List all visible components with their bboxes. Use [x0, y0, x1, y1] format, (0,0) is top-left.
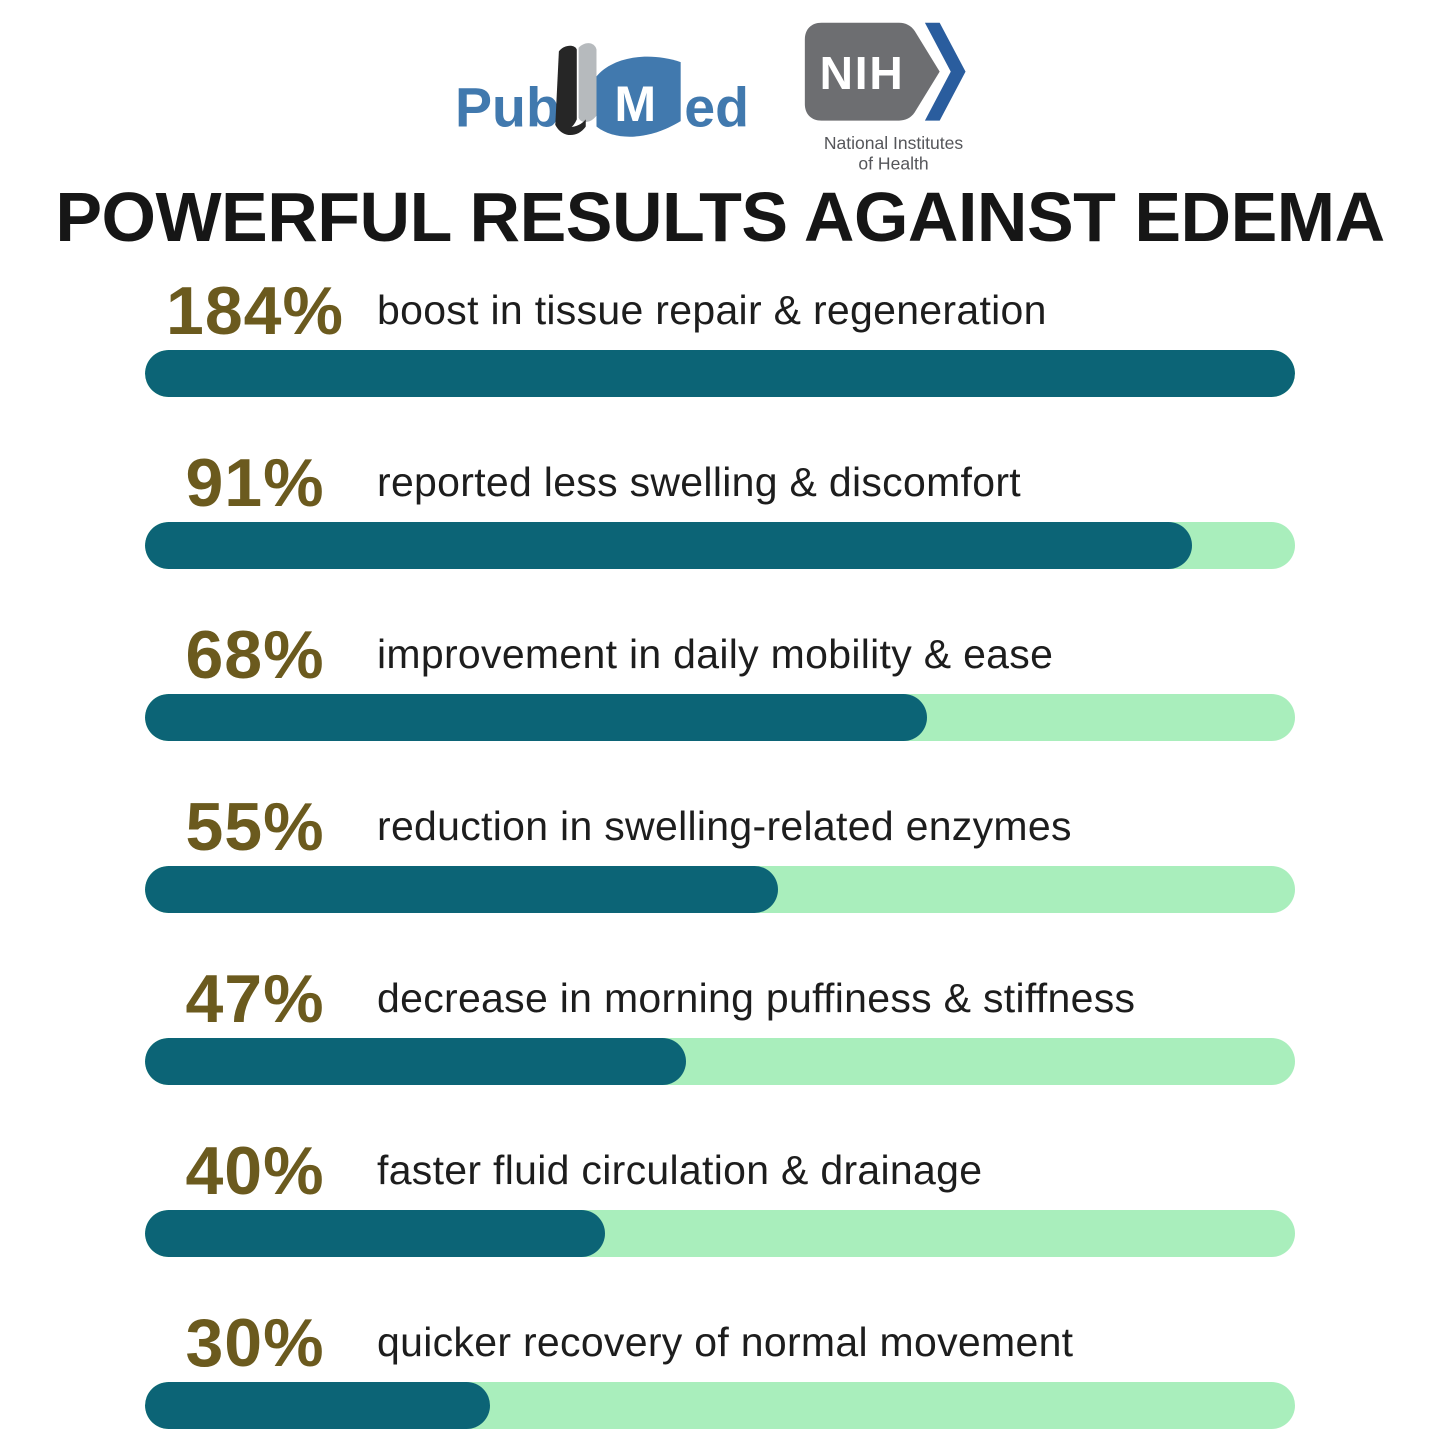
page-title: POWERFUL RESULTS AGAINST EDEMA — [55, 178, 1385, 256]
stat-row: 40% faster fluid circulation & drainage — [145, 1133, 1295, 1257]
stat-bar-fill — [145, 1382, 490, 1429]
stat-bar-fill — [145, 866, 778, 913]
nih-logo: NIH National Institutes of Health — [804, 22, 966, 173]
stat-row-head: 184% boost in tissue repair & regenerati… — [145, 273, 1295, 349]
logo-header: Pub M ed NIH National Institutes of Heal… — [0, 0, 1440, 173]
stat-bar-fill — [145, 350, 1295, 397]
stat-percent: 184% — [166, 273, 344, 349]
stat-row: 68% improvement in daily mobility & ease — [145, 617, 1295, 741]
nih-caption-line1: National Institutes — [823, 133, 963, 153]
pubmed-logo-text-pub: Pub — [455, 77, 560, 139]
stat-label: faster fluid circulation & drainage — [377, 1147, 983, 1194]
stat-bar-track — [145, 694, 1295, 741]
nih-caption-line2: of Health — [858, 153, 928, 173]
chevron-right-icon — [924, 22, 966, 121]
pubmed-logo: Pub M ed — [455, 43, 749, 139]
stat-label: reduction in swelling-related enzymes — [377, 803, 1072, 850]
stat-percent: 55% — [185, 789, 325, 865]
stat-label: reported less swelling & discomfort — [377, 459, 1021, 506]
stat-bar-track — [145, 1210, 1295, 1257]
pubmed-logo-text-m: M — [614, 76, 656, 132]
stat-label: improvement in daily mobility & ease — [377, 631, 1054, 678]
stat-percent: 47% — [185, 961, 325, 1037]
stat-bar-track — [145, 866, 1295, 913]
stat-label: decrease in morning puffiness & stiffnes… — [377, 975, 1136, 1022]
stat-row: 30% quicker recovery of normal movement — [145, 1305, 1295, 1429]
stat-bar-fill — [145, 1038, 686, 1085]
stats-list: 184% boost in tissue repair & regenerati… — [145, 273, 1295, 1429]
stat-bar-fill — [145, 522, 1192, 569]
open-book-icon — [554, 43, 681, 137]
nih-logo-text: NIH — [819, 47, 904, 99]
stat-bar-fill — [145, 1210, 605, 1257]
stat-bar-track — [145, 350, 1295, 397]
stat-row-head: 91% reported less swelling & discomfort — [145, 445, 1295, 521]
stat-percent: 68% — [185, 617, 325, 693]
stat-bar-track — [145, 522, 1295, 569]
stat-row-head: 47% decrease in morning puffiness & stif… — [145, 961, 1295, 1037]
stat-percent: 30% — [185, 1305, 325, 1381]
stat-row: 55% reduction in swelling-related enzyme… — [145, 789, 1295, 913]
stat-label: boost in tissue repair & regeneration — [377, 287, 1047, 334]
stat-percent: 91% — [185, 445, 325, 521]
stat-bar-track — [145, 1038, 1295, 1085]
stat-row: 184% boost in tissue repair & regenerati… — [145, 273, 1295, 397]
pubmed-logo-text-ed: ed — [684, 77, 749, 139]
nih-tag-shape — [804, 22, 940, 121]
stat-bar-track — [145, 1382, 1295, 1429]
stat-row-head: 68% improvement in daily mobility & ease — [145, 617, 1295, 693]
stat-row-head: 55% reduction in swelling-related enzyme… — [145, 789, 1295, 865]
stat-row: 47% decrease in morning puffiness & stif… — [145, 961, 1295, 1085]
stat-row-head: 40% faster fluid circulation & drainage — [145, 1133, 1295, 1209]
stat-percent: 40% — [185, 1133, 325, 1209]
stat-row-head: 30% quicker recovery of normal movement — [145, 1305, 1295, 1381]
stat-row: 91% reported less swelling & discomfort — [145, 445, 1295, 569]
stat-bar-fill — [145, 694, 927, 741]
stat-label: quicker recovery of normal movement — [377, 1319, 1074, 1366]
